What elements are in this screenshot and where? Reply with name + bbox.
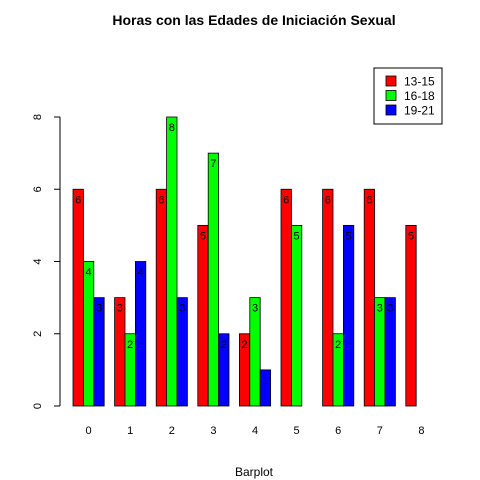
chart-title: Horas con las Edades de Iniciación Sexua… (112, 12, 395, 28)
bar (322, 188, 334, 407)
legend-swatch (385, 104, 397, 116)
x-axis-label: Barplot (235, 465, 274, 479)
legend-label: 13-15 (404, 75, 435, 89)
legend-box (373, 67, 443, 125)
y-tick-label: 8 (32, 114, 44, 120)
bar (166, 116, 178, 407)
legend-label: 16-18 (404, 89, 435, 103)
bar-value-label: 3 (387, 303, 393, 315)
bar (207, 152, 219, 407)
x-tick-label: 0 (86, 425, 92, 437)
bar (176, 297, 188, 407)
bar-value-label: 3 (96, 303, 102, 315)
y-tick-label: 4 (32, 258, 44, 264)
bar (249, 297, 261, 407)
x-tick-labels: 0 1 2 3 4 5 6 7 8 (86, 425, 425, 437)
y-axis: 0 2 4 6 8 (32, 114, 61, 409)
x-tick-label: 2 (169, 425, 175, 437)
bar-value-label: 7 (210, 158, 216, 170)
x-tick-label: 6 (335, 425, 341, 437)
y-tick-label: 0 (32, 403, 44, 409)
bar-value-label: 2 (335, 339, 341, 351)
legend-label: 19-21 (404, 104, 435, 118)
x-tick-label: 5 (294, 425, 300, 437)
bar (83, 261, 95, 407)
bar-value-label: 3 (179, 303, 185, 315)
bar-value-label: 6 (366, 194, 372, 206)
bar (218, 333, 230, 407)
legend-swatch (385, 75, 397, 87)
x-tick-label: 7 (377, 425, 383, 437)
bar (72, 188, 84, 407)
bar (93, 297, 105, 407)
bar (134, 261, 147, 407)
bar-value-label: 3 (377, 303, 383, 315)
bar-value-label: 6 (283, 194, 289, 206)
bar (155, 188, 167, 407)
bar-value-label: 2 (127, 339, 133, 351)
legend-swatch (385, 90, 397, 101)
x-tick-label: 8 (418, 425, 424, 437)
bar (290, 224, 303, 407)
bar-value-label: 3 (252, 303, 258, 315)
bar (259, 369, 272, 407)
bar (405, 224, 417, 407)
bar-value-label: 8 (169, 122, 175, 134)
bar-value-label: 2 (221, 339, 227, 351)
bar-value-label: 6 (325, 194, 331, 206)
x-tick-label: 3 (210, 425, 216, 437)
bar-value-label: 1 (262, 375, 268, 387)
y-tick-label: 2 (32, 331, 44, 337)
y-tick-label: 6 (32, 186, 44, 192)
bar (342, 224, 355, 407)
bar (384, 297, 396, 407)
bar-value-label: 6 (75, 194, 81, 206)
bar (197, 224, 209, 407)
bar-value-label: 6 (158, 194, 164, 206)
bar (363, 188, 376, 407)
bar (280, 188, 292, 407)
bar-value-label: 5 (408, 230, 414, 242)
bar-value-label: 4 (138, 267, 144, 279)
bar-value-label: 3 (117, 303, 123, 315)
bar-value-label: 5 (346, 230, 352, 242)
bar-value-label: 2 (242, 339, 248, 351)
bar-value-label: 5 (294, 230, 300, 242)
x-tick-label: 4 (252, 425, 258, 437)
bar-value-label: 4 (86, 267, 92, 279)
bar-value-label: 5 (200, 230, 206, 242)
x-tick-label: 1 (127, 425, 133, 437)
